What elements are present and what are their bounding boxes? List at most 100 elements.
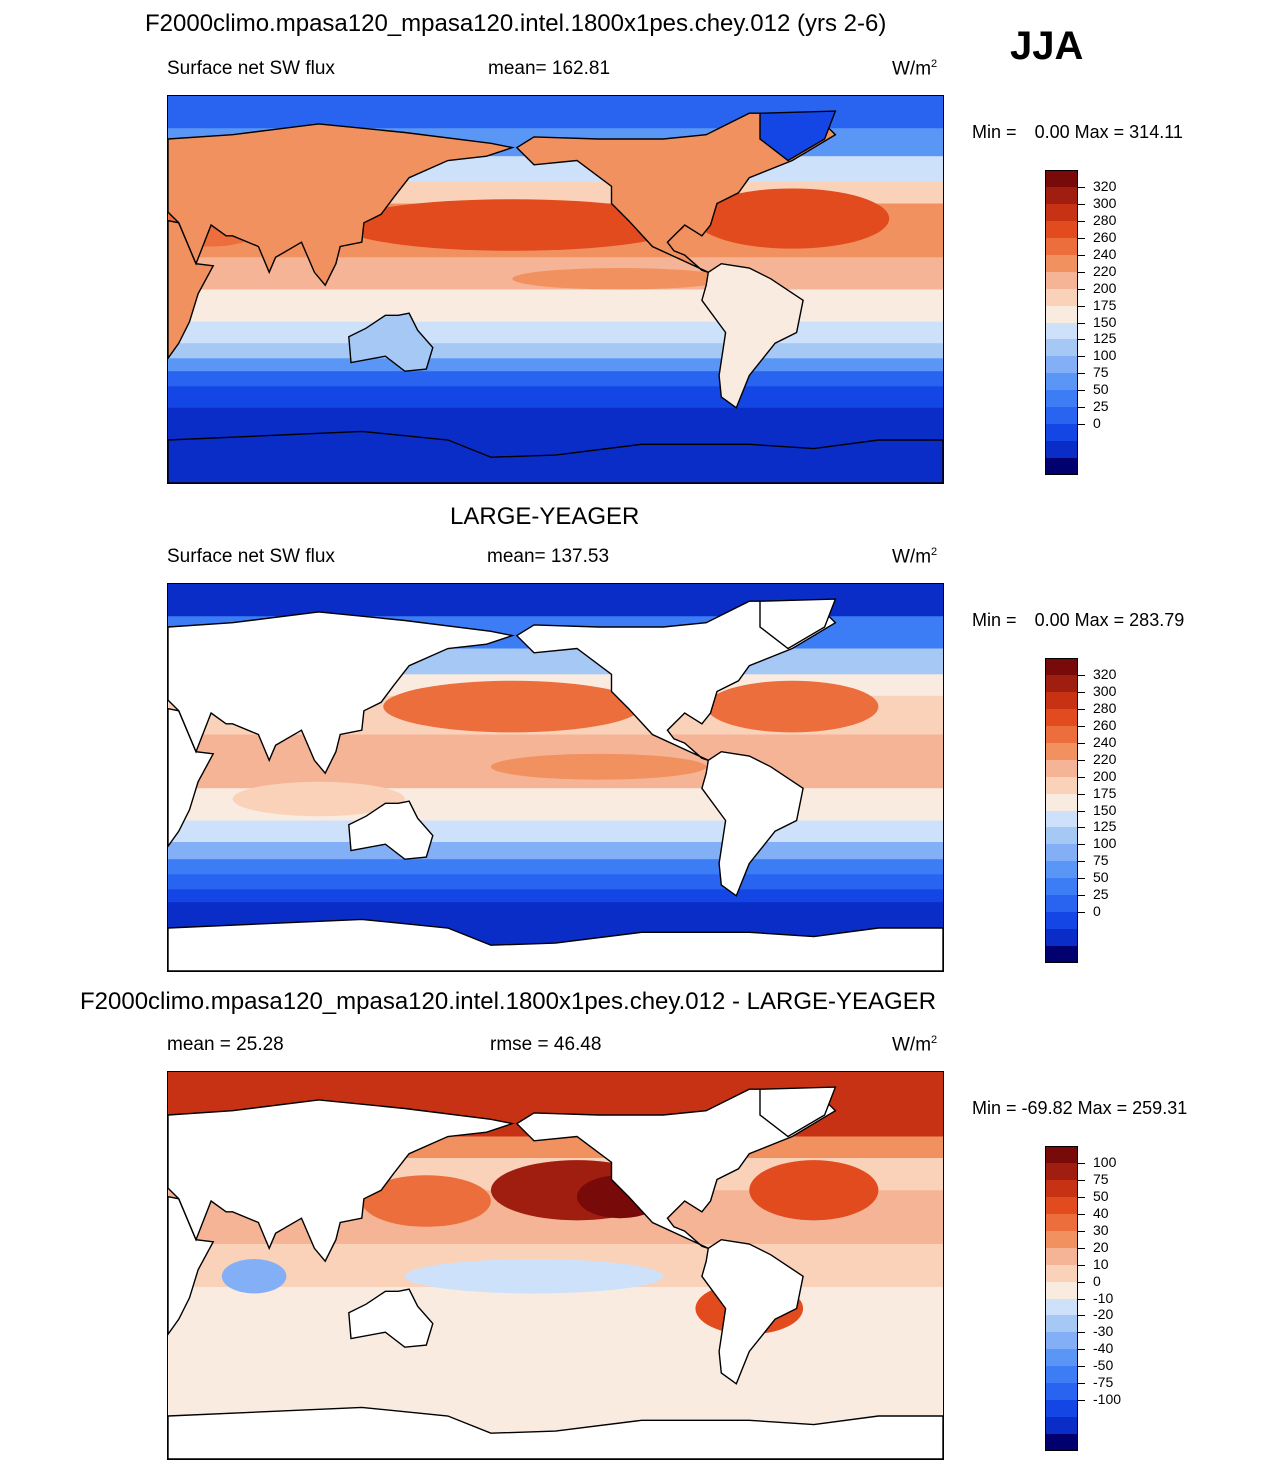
- zonal-band: [168, 321, 943, 344]
- colorbar-swatch: [1045, 1383, 1078, 1401]
- colorbar-label: 0: [1093, 1272, 1101, 1289]
- colorbar-swatch: [1045, 1162, 1078, 1181]
- colorbar-swatch: [1045, 407, 1078, 425]
- colorbar-tick: [1078, 759, 1085, 761]
- season-label: JJA: [1010, 24, 1084, 68]
- colorbar-tick: [1078, 271, 1085, 273]
- colorbar-tick: [1078, 1162, 1085, 1164]
- colorbar-tick: [1078, 373, 1085, 375]
- panel1-colorbar: 320 300 280 260 240 220 200 175 150 125 100 75 50 25 0: [1045, 170, 1125, 476]
- panel2-map: [167, 583, 944, 972]
- colorbar-swatch: [1045, 322, 1078, 340]
- colorbar-label: 25: [1093, 886, 1109, 903]
- colorbar-swatch: [1045, 1366, 1078, 1384]
- continent-eurasia: [168, 611, 516, 775]
- colorbar-swatch: [1045, 390, 1078, 408]
- colorbar-swatch: [1045, 254, 1078, 273]
- colorbar-swatch: [1045, 658, 1078, 676]
- colorbar-label: 100: [1093, 1153, 1117, 1170]
- colorbar-label: 260: [1093, 228, 1117, 245]
- colorbar-tick: [1078, 1196, 1085, 1198]
- colorbar-label: 300: [1093, 682, 1117, 699]
- colorbar-label: 50: [1093, 381, 1109, 398]
- colorbar-swatch: [1045, 1349, 1078, 1367]
- panel1-minmax: Min = 0.00 Max = 314.11: [972, 122, 1183, 143]
- panel3-minmax: Min = -69.82 Max = 259.31: [972, 1098, 1187, 1119]
- colorbar-tick: [1078, 424, 1085, 426]
- colorbar-tick: [1078, 776, 1085, 778]
- colorbar-swatch: [1045, 1179, 1078, 1198]
- panel2-max-label: Max =: [1074, 610, 1125, 630]
- field-anomaly: [490, 753, 707, 780]
- colorbar-label: 150: [1093, 801, 1117, 818]
- colorbar-label: 280: [1093, 211, 1117, 228]
- colorbar-tick: [1078, 1315, 1085, 1317]
- colorbar-label: 125: [1093, 818, 1117, 835]
- colorbar-label: -50: [1093, 1357, 1114, 1374]
- colorbar-tick: [1078, 1281, 1085, 1283]
- map-field-layer: [168, 1072, 943, 1459]
- colorbar-tick: [1078, 1298, 1085, 1300]
- colorbar-tick: [1078, 691, 1085, 693]
- colorbar-tick: [1078, 305, 1085, 307]
- colorbar-swatch: [1045, 691, 1078, 710]
- colorbar-tick: [1078, 725, 1085, 727]
- colorbar-tick: [1078, 1349, 1085, 1351]
- colorbar-label: 220: [1093, 262, 1117, 279]
- colorbar-swatch: [1045, 203, 1078, 222]
- panel2-minmax: Min = 0.00 Max = 283.79: [972, 610, 1184, 631]
- colorbar-label: 220: [1093, 750, 1117, 767]
- colorbar-swatch: [1045, 288, 1078, 307]
- field-anomaly: [706, 680, 879, 733]
- panel3-title: F2000climo.mpasa120_mpasa120.intel.1800x…: [80, 988, 937, 1015]
- colorbar-tick: [1078, 1179, 1085, 1181]
- colorbar-label: -75: [1093, 1374, 1114, 1391]
- field-anomaly: [361, 1175, 491, 1227]
- colorbar-tick: [1078, 220, 1085, 222]
- field-anomaly: [340, 199, 685, 251]
- colorbar-label: 40: [1093, 1204, 1109, 1221]
- continent-australia: [348, 312, 434, 372]
- colorbar-swatch: [1045, 895, 1078, 913]
- colorbar-swatch: [1045, 1434, 1078, 1452]
- zonal-band: [168, 842, 943, 860]
- colorbar-swatch: [1045, 1332, 1078, 1350]
- colorbar-label: 150: [1093, 313, 1117, 330]
- map-field-layer: [168, 96, 943, 483]
- colorbar-label: 200: [1093, 767, 1117, 784]
- colorbar-outline: [1045, 170, 1078, 475]
- colorbar-swatch: [1045, 861, 1078, 879]
- colorbar-tick: [1078, 1264, 1085, 1266]
- colorbar-label: 20: [1093, 1238, 1109, 1255]
- colorbar-label: 260: [1093, 716, 1117, 733]
- field-anomaly: [512, 268, 728, 290]
- colorbar-swatch: [1045, 1213, 1078, 1232]
- colorbar-label: -10: [1093, 1289, 1114, 1306]
- colorbar-tick: [1078, 254, 1085, 256]
- continent-greenland: [759, 598, 837, 650]
- panel3-min-label: Min =: [972, 1098, 1017, 1118]
- colorbar-tick: [1078, 1332, 1085, 1334]
- panel1-max-label: Max =: [1074, 122, 1125, 142]
- colorbar-swatch: [1045, 186, 1078, 205]
- colorbar-label: 320: [1093, 665, 1117, 682]
- colorbar-label: 240: [1093, 245, 1117, 262]
- colorbar-label: 240: [1093, 733, 1117, 750]
- panel1-units: W/m2: [892, 58, 938, 80]
- colorbar-tick: [1078, 407, 1085, 409]
- colorbar-swatch: [1045, 725, 1078, 744]
- zonal-band: [168, 371, 943, 387]
- panel1-max-value: 314.11: [1129, 122, 1183, 142]
- zonal-band: [168, 386, 943, 409]
- colorbar-tick: [1078, 878, 1085, 880]
- panel2-min-value: 0.00: [1034, 610, 1070, 630]
- colorbar-swatch: [1045, 1298, 1078, 1316]
- continent-antarctica: [168, 918, 943, 971]
- colorbar-tick: [1078, 1400, 1085, 1402]
- colorbar-label: 100: [1093, 835, 1117, 852]
- colorbar-swatch: [1045, 912, 1078, 930]
- colorbar-tick: [1078, 912, 1085, 914]
- colorbar-swatch: [1045, 1264, 1078, 1283]
- panel1-map-field: [168, 96, 943, 483]
- colorbar-tick: [1078, 1247, 1085, 1249]
